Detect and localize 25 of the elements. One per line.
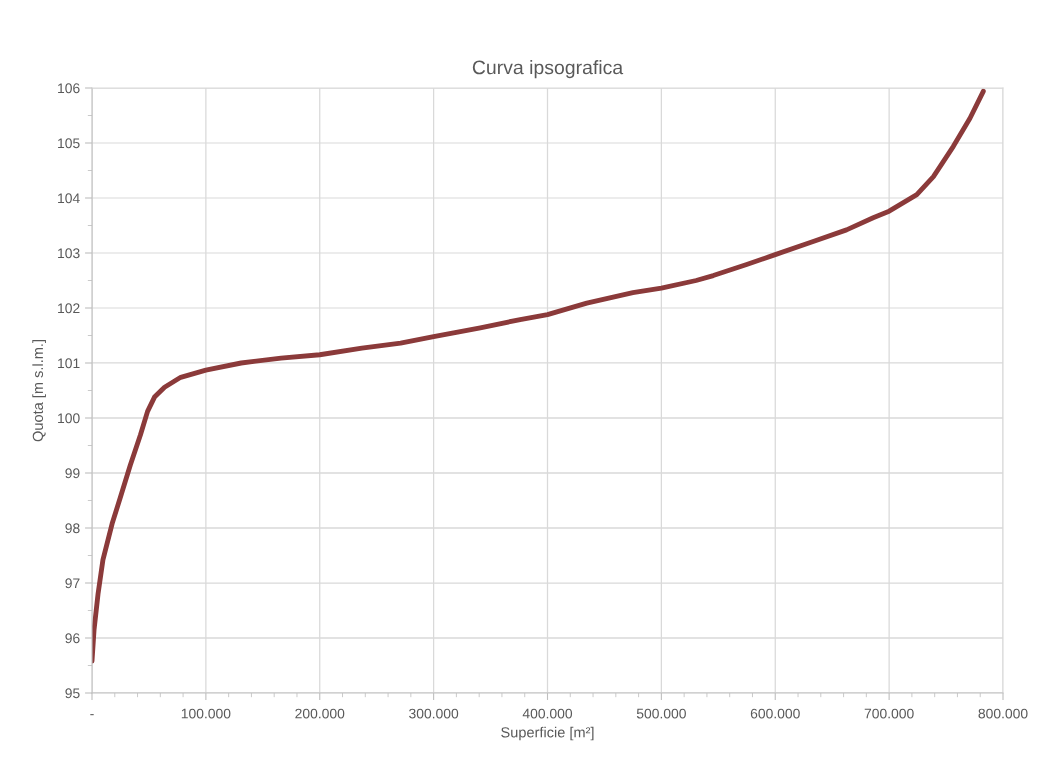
x-tick-label: 500.000 [636, 708, 686, 719]
y-tick-label: 100 [58, 413, 80, 424]
y-tick-label: 103 [58, 248, 80, 259]
x-axis-title: Superficie [m²] [501, 726, 594, 741]
x-tick-label: 300.000 [409, 708, 459, 719]
x-tick-label: 200.000 [295, 708, 345, 719]
y-tick-label: 101 [58, 358, 80, 369]
x-tick-label: 100.000 [181, 708, 231, 719]
y-tick-label: 105 [58, 138, 80, 149]
y-tick-label: 102 [58, 303, 80, 314]
x-tick-label: 400.000 [522, 708, 573, 719]
y-tick-label: 96 [65, 633, 80, 644]
y-tick-label: 95 [65, 688, 80, 699]
y-tick-label: 99 [65, 468, 80, 479]
line-series [92, 88, 986, 664]
x-tick-label: - [90, 714, 94, 716]
x-tick-label: 700.000 [864, 708, 914, 719]
x-tick-label: 800.000 [978, 708, 1028, 719]
chart-title: Curva ipsografica [472, 60, 624, 79]
y-tick-label: 104 [58, 193, 80, 204]
y-tick-label: 106 [58, 83, 80, 94]
x-tick-label: 600.000 [750, 708, 800, 719]
y-tick-label: 98 [65, 523, 80, 534]
y-axis-title: Quota [m s.l.m.] [32, 340, 46, 442]
y-tick-label: 97 [65, 578, 80, 589]
